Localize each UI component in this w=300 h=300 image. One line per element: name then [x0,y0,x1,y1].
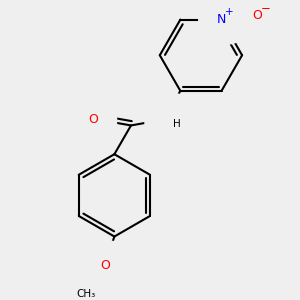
Text: CH₃: CH₃ [76,289,95,299]
Text: O: O [88,113,98,126]
Text: O: O [100,259,110,272]
Text: N: N [163,112,172,124]
Text: +: + [225,7,234,17]
Text: −: − [261,2,271,15]
Text: O: O [252,9,262,22]
Text: N: N [217,13,226,26]
Text: H: H [173,119,181,129]
